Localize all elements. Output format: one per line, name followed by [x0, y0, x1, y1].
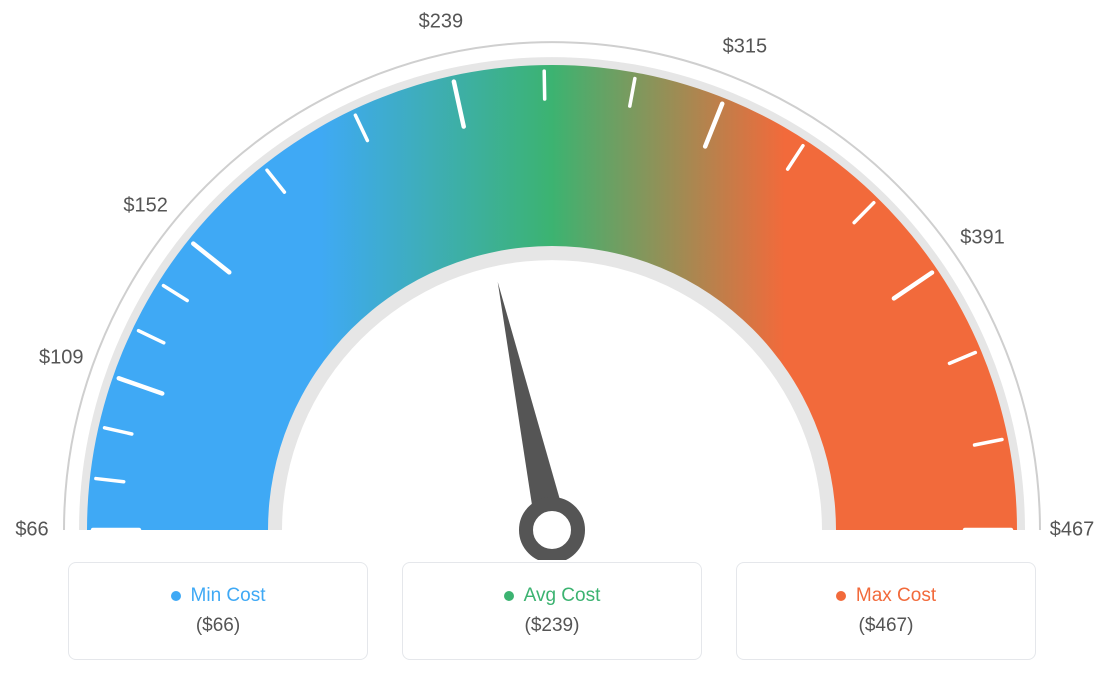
legend-min-value: ($66)	[196, 615, 240, 637]
min-dot-icon	[171, 591, 181, 601]
legend-min-card: Min Cost ($66)	[68, 562, 368, 660]
max-dot-icon	[836, 591, 846, 601]
gauge-tick-label: $391	[960, 227, 1005, 250]
gauge-tick-label: $239	[419, 11, 464, 34]
cost-gauge: $66 $109 $152 $239 $315 $391 $467	[0, 0, 1104, 560]
legend-max-card: Max Cost ($467)	[736, 562, 1036, 660]
gauge-tick-label: $66	[15, 519, 48, 542]
legend-row: Min Cost ($66) Avg Cost ($239) Max Cost …	[0, 562, 1104, 660]
avg-dot-icon	[504, 591, 514, 601]
gauge-tick-label: $152	[123, 194, 168, 217]
legend-avg-label: Avg Cost	[524, 585, 601, 607]
legend-max-value: ($467)	[859, 615, 914, 637]
gauge-tick-label: $467	[1050, 519, 1095, 542]
legend-avg-value: ($239)	[525, 615, 580, 637]
gauge-svg	[0, 0, 1104, 560]
legend-avg-card: Avg Cost ($239)	[402, 562, 702, 660]
gauge-tick-label: $315	[723, 36, 768, 59]
gauge-tick-label: $109	[39, 347, 84, 370]
legend-max-label: Max Cost	[856, 585, 936, 607]
legend-min-label: Min Cost	[191, 585, 266, 607]
